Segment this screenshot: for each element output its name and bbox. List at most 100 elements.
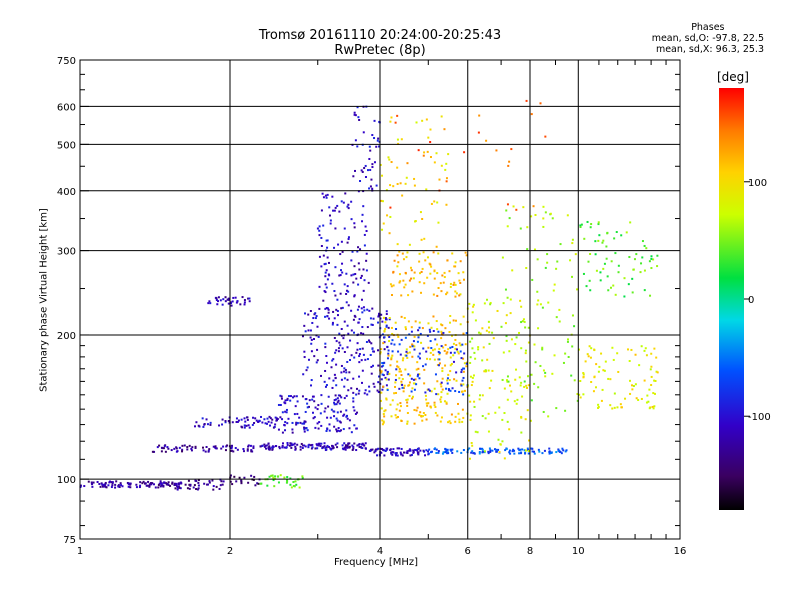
data-point bbox=[428, 389, 431, 392]
data-point bbox=[401, 386, 404, 389]
data-point bbox=[597, 221, 600, 224]
data-point bbox=[388, 336, 391, 339]
data-point bbox=[346, 360, 349, 363]
data-point bbox=[614, 252, 617, 255]
data-point bbox=[343, 227, 346, 230]
data-point bbox=[464, 251, 467, 254]
data-point bbox=[324, 346, 327, 349]
data-point bbox=[640, 262, 643, 265]
data-point bbox=[304, 312, 307, 315]
data-point bbox=[436, 363, 439, 366]
data-point bbox=[495, 450, 498, 453]
data-point bbox=[363, 392, 366, 395]
data-point bbox=[377, 314, 380, 317]
data-point bbox=[628, 360, 631, 363]
data-point bbox=[402, 279, 405, 282]
data-point bbox=[390, 358, 393, 361]
data-point bbox=[375, 184, 378, 187]
data-point bbox=[233, 475, 236, 478]
data-point bbox=[90, 482, 93, 485]
data-point bbox=[387, 378, 390, 381]
data-point bbox=[504, 288, 507, 291]
data-point bbox=[637, 398, 640, 401]
data-point bbox=[546, 261, 549, 264]
data-point bbox=[335, 417, 338, 420]
data-point bbox=[631, 388, 634, 391]
data-point bbox=[226, 444, 229, 447]
data-point bbox=[128, 482, 131, 485]
data-point bbox=[311, 446, 314, 449]
data-point bbox=[337, 243, 340, 246]
data-point bbox=[381, 228, 384, 231]
data-point bbox=[373, 119, 376, 122]
data-point bbox=[527, 452, 530, 455]
data-point bbox=[357, 321, 360, 324]
data-point bbox=[170, 449, 173, 452]
data-point bbox=[311, 443, 314, 446]
data-point bbox=[395, 328, 398, 331]
data-point bbox=[562, 449, 565, 452]
data-point bbox=[300, 442, 303, 445]
data-point bbox=[348, 419, 351, 422]
data-point bbox=[483, 302, 486, 305]
data-point bbox=[317, 335, 320, 338]
data-point bbox=[595, 269, 598, 272]
data-point bbox=[410, 277, 413, 280]
data-point bbox=[353, 295, 356, 298]
data-point bbox=[369, 185, 372, 188]
data-point bbox=[301, 447, 304, 450]
data-point bbox=[340, 364, 343, 367]
data-point bbox=[286, 422, 289, 425]
data-point bbox=[448, 420, 451, 423]
data-point bbox=[418, 357, 421, 360]
data-point bbox=[434, 406, 437, 409]
data-point bbox=[377, 391, 380, 394]
data-point bbox=[299, 445, 302, 448]
data-point bbox=[416, 406, 419, 409]
data-point bbox=[346, 205, 349, 208]
data-point bbox=[427, 402, 430, 405]
data-point bbox=[537, 448, 540, 451]
data-point bbox=[652, 258, 655, 261]
data-point bbox=[407, 373, 410, 376]
data-point bbox=[325, 239, 328, 242]
data-point bbox=[419, 211, 422, 214]
data-point bbox=[266, 484, 269, 487]
data-point bbox=[343, 320, 346, 323]
data-point bbox=[562, 361, 565, 364]
data-point bbox=[459, 350, 462, 353]
data-point bbox=[458, 294, 461, 297]
data-point bbox=[523, 380, 526, 383]
data-point bbox=[527, 384, 530, 387]
data-point bbox=[317, 444, 320, 447]
data-point bbox=[160, 450, 163, 453]
data-point bbox=[268, 415, 271, 418]
data-point bbox=[214, 447, 217, 450]
data-point bbox=[315, 361, 318, 364]
data-point bbox=[443, 271, 446, 274]
data-point bbox=[285, 481, 288, 484]
data-point bbox=[459, 344, 462, 347]
data-point bbox=[434, 373, 437, 376]
data-point bbox=[343, 350, 346, 353]
data-point bbox=[291, 428, 294, 431]
data-point bbox=[507, 164, 510, 167]
data-point bbox=[368, 309, 371, 312]
data-point bbox=[440, 391, 443, 394]
data-point bbox=[432, 329, 435, 332]
data-point bbox=[326, 444, 329, 447]
data-point bbox=[396, 447, 399, 450]
data-point bbox=[206, 483, 209, 486]
data-point bbox=[420, 291, 423, 294]
data-point bbox=[435, 245, 438, 248]
data-point bbox=[322, 196, 325, 199]
data-point bbox=[530, 373, 533, 376]
data-point bbox=[446, 377, 449, 380]
data-point bbox=[344, 192, 347, 195]
data-point bbox=[102, 485, 105, 488]
data-point bbox=[400, 447, 403, 450]
data-point bbox=[327, 308, 330, 311]
data-point bbox=[387, 156, 390, 159]
data-point bbox=[153, 450, 156, 453]
data-point bbox=[310, 379, 313, 382]
